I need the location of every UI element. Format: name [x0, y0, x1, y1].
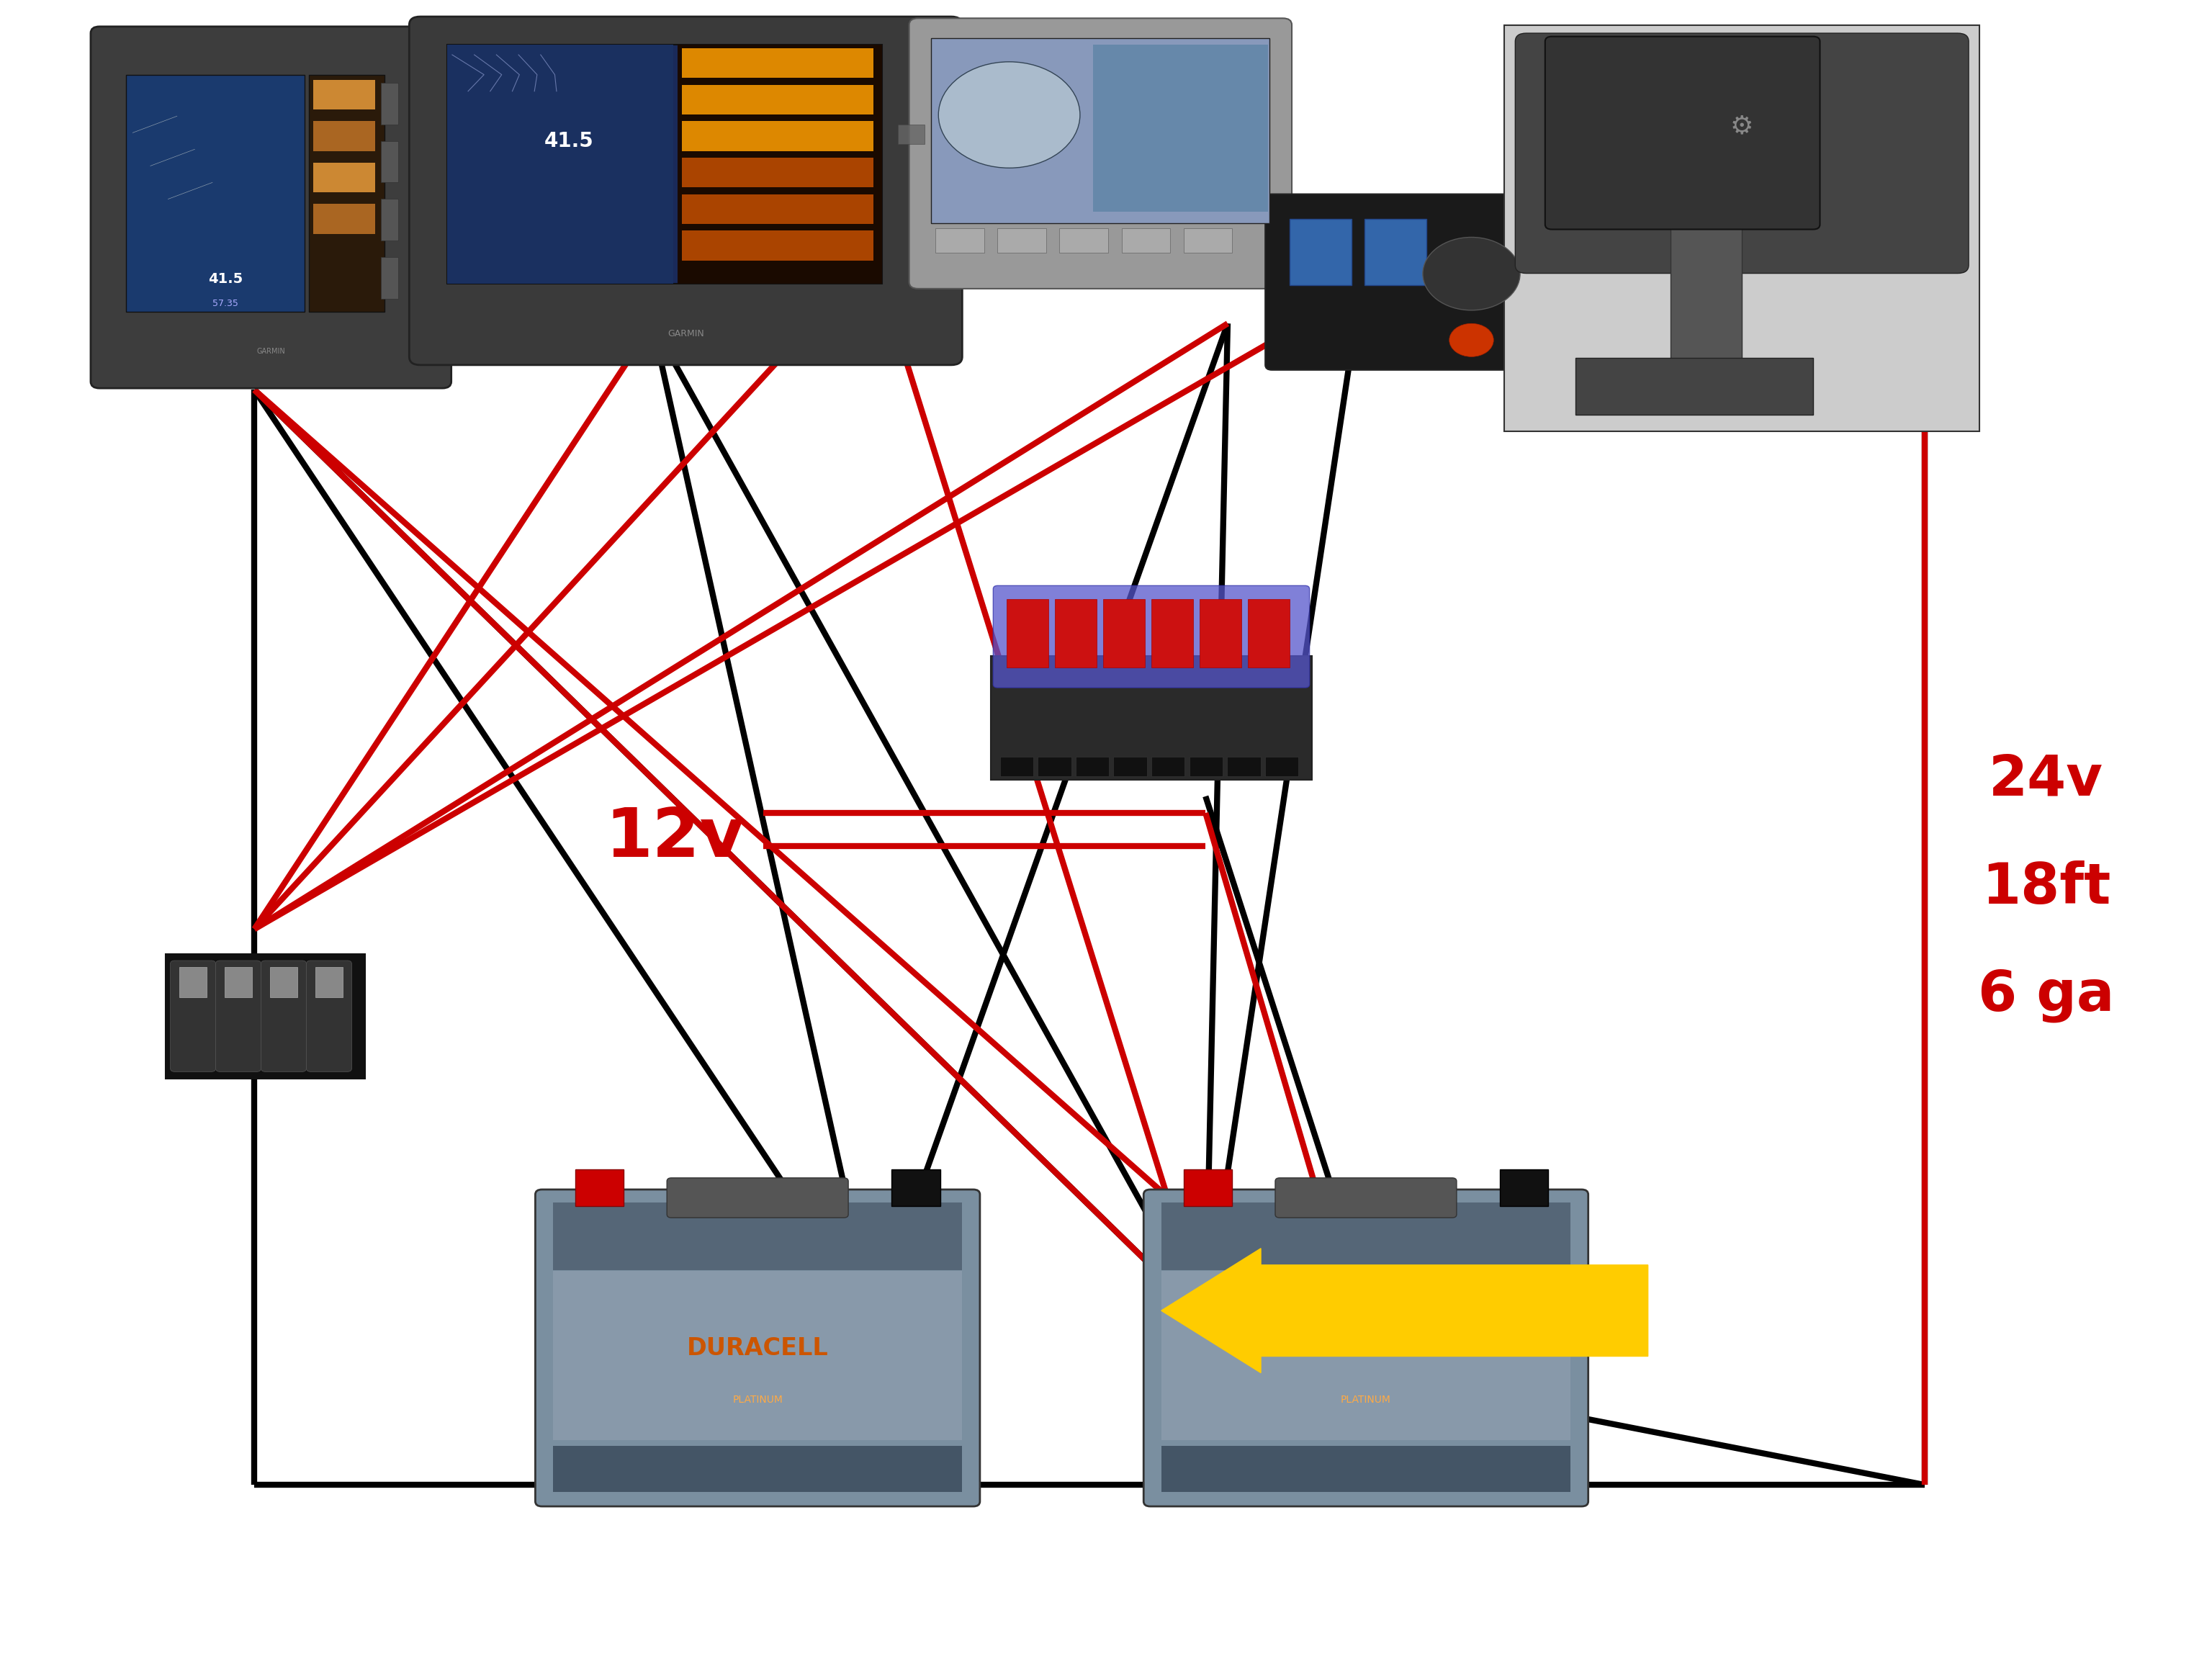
- Bar: [1060, 227, 1108, 252]
- Bar: [1006, 599, 1048, 667]
- FancyBboxPatch shape: [668, 1178, 849, 1218]
- FancyBboxPatch shape: [91, 27, 451, 388]
- FancyBboxPatch shape: [993, 586, 1310, 687]
- Text: 57.35: 57.35: [212, 299, 239, 309]
- Bar: [931, 38, 1270, 224]
- Bar: [553, 1271, 962, 1440]
- FancyBboxPatch shape: [261, 961, 305, 1072]
- FancyBboxPatch shape: [215, 961, 261, 1072]
- Bar: [314, 163, 376, 192]
- Bar: [553, 1447, 962, 1491]
- Bar: [314, 967, 343, 997]
- Bar: [1228, 757, 1261, 776]
- Bar: [1161, 1447, 1571, 1491]
- Bar: [447, 45, 883, 284]
- Bar: [1265, 757, 1298, 776]
- Bar: [1365, 219, 1427, 285]
- Bar: [1037, 757, 1071, 776]
- Bar: [553, 1203, 962, 1271]
- Bar: [998, 227, 1046, 252]
- Bar: [1575, 358, 1814, 415]
- Bar: [314, 204, 376, 234]
- Bar: [891, 1170, 940, 1206]
- Circle shape: [1422, 237, 1520, 310]
- Bar: [1670, 41, 1743, 387]
- Bar: [310, 75, 385, 312]
- Text: DURACELL: DURACELL: [686, 1335, 830, 1360]
- Circle shape: [1449, 324, 1493, 357]
- FancyBboxPatch shape: [1544, 36, 1820, 229]
- Bar: [314, 80, 376, 109]
- Text: 12v: 12v: [606, 805, 743, 871]
- Bar: [226, 967, 252, 997]
- Bar: [126, 75, 305, 312]
- Bar: [677, 45, 883, 284]
- FancyBboxPatch shape: [1274, 1178, 1458, 1218]
- Bar: [1190, 757, 1223, 776]
- Bar: [1290, 219, 1352, 285]
- Bar: [898, 124, 925, 144]
- Bar: [1161, 1271, 1571, 1440]
- FancyBboxPatch shape: [1265, 194, 1522, 370]
- Text: ⚙: ⚙: [1730, 114, 1754, 139]
- Bar: [314, 121, 376, 151]
- Bar: [1248, 599, 1290, 667]
- Bar: [1113, 757, 1146, 776]
- Text: 24v: 24v: [1989, 753, 2104, 806]
- Bar: [380, 83, 398, 124]
- Bar: [1504, 25, 1980, 431]
- Text: GARMIN: GARMIN: [257, 348, 285, 355]
- Bar: [270, 967, 296, 997]
- FancyBboxPatch shape: [305, 961, 352, 1072]
- Bar: [380, 199, 398, 241]
- Text: PLATINUM: PLATINUM: [1340, 1395, 1391, 1405]
- Bar: [380, 141, 398, 182]
- Bar: [681, 48, 874, 78]
- Bar: [1199, 599, 1241, 667]
- Bar: [681, 85, 874, 114]
- Text: 41.5: 41.5: [208, 272, 243, 285]
- FancyBboxPatch shape: [170, 961, 215, 1072]
- Bar: [380, 257, 398, 299]
- Bar: [991, 655, 1312, 780]
- Circle shape: [938, 61, 1079, 168]
- Bar: [1183, 1170, 1232, 1206]
- Bar: [1093, 45, 1267, 212]
- FancyArrow shape: [1161, 1249, 1648, 1374]
- Bar: [1150, 757, 1186, 776]
- Bar: [681, 231, 874, 260]
- Text: 6 ga: 6 ga: [1978, 969, 2115, 1022]
- Bar: [1500, 1170, 1548, 1206]
- Text: 18ft: 18ft: [1982, 861, 2110, 914]
- FancyBboxPatch shape: [409, 17, 962, 365]
- Bar: [447, 45, 672, 284]
- FancyBboxPatch shape: [1144, 1190, 1588, 1506]
- Bar: [166, 954, 365, 1078]
- Bar: [681, 121, 874, 151]
- Bar: [1183, 227, 1232, 252]
- Bar: [1104, 599, 1146, 667]
- Bar: [936, 227, 984, 252]
- Bar: [1161, 1203, 1571, 1271]
- Bar: [1075, 757, 1108, 776]
- Text: 41.5: 41.5: [544, 131, 593, 151]
- Text: GARMIN: GARMIN: [668, 328, 703, 338]
- FancyBboxPatch shape: [909, 18, 1292, 289]
- Text: PLATINUM: PLATINUM: [732, 1395, 783, 1405]
- Bar: [1121, 227, 1170, 252]
- Bar: [1000, 757, 1033, 776]
- Text: DURACELL: DURACELL: [1294, 1335, 1438, 1360]
- FancyBboxPatch shape: [1515, 33, 1969, 274]
- Bar: [681, 194, 874, 224]
- Bar: [575, 1170, 624, 1206]
- Bar: [1150, 599, 1192, 667]
- Bar: [1055, 599, 1097, 667]
- Bar: [681, 158, 874, 187]
- Bar: [179, 967, 206, 997]
- FancyBboxPatch shape: [535, 1190, 980, 1506]
